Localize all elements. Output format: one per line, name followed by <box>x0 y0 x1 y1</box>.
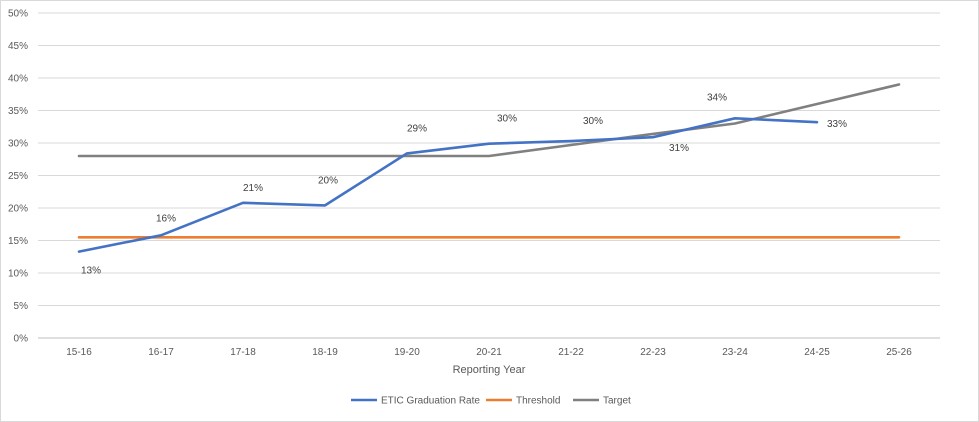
series-lines <box>77 83 901 253</box>
y-axis-ticks: 0% 5% 10% 15% 20% 25% 30% 35% 40% 45% 50% <box>8 9 28 345</box>
data-labels: 13% 16% 21% 20% 29% 30% 30% 31% 34% 33% <box>81 92 847 276</box>
legend-entry: ETIC Graduation Rate <box>351 396 480 407</box>
data-label: 13% <box>81 266 101 277</box>
y-tick-label: 50% <box>8 9 28 20</box>
y-tick-label: 40% <box>8 74 28 85</box>
gridlines <box>38 12 940 339</box>
legend-label: Target <box>603 396 631 407</box>
data-label: 34% <box>707 92 727 103</box>
data-label: 30% <box>583 116 603 127</box>
legend-entry: Threshold <box>486 396 560 407</box>
data-label: 20% <box>318 175 338 186</box>
x-axis-title: Reporting Year <box>453 364 526 376</box>
x-tick-label: 21-22 <box>558 347 584 358</box>
data-label: 21% <box>243 183 263 194</box>
x-tick-label: 22-23 <box>640 347 666 358</box>
legend: ETIC Graduation Rate Threshold Target <box>351 396 631 407</box>
data-label: 29% <box>407 123 427 134</box>
x-tick-label: 19-20 <box>394 347 420 358</box>
series-line <box>77 83 901 158</box>
x-tick-label: 16-17 <box>148 347 174 358</box>
y-tick-label: 45% <box>8 41 28 52</box>
x-tick-label: 15-16 <box>66 347 92 358</box>
y-tick-label: 0% <box>14 334 29 345</box>
x-tick-label: 23-24 <box>722 347 748 358</box>
data-label: 31% <box>669 143 689 154</box>
x-axis-ticks: 15-16 16-17 17-18 18-19 19-20 20-21 21-22 22-23… <box>66 347 912 358</box>
x-tick-label: 24-25 <box>804 347 830 358</box>
legend-label: ETIC Graduation Rate <box>381 396 480 407</box>
legend-label: Threshold <box>516 396 560 407</box>
data-label: 30% <box>497 114 517 125</box>
y-tick-label: 30% <box>8 139 28 150</box>
y-tick-label: 10% <box>8 269 28 280</box>
y-tick-label: 20% <box>8 204 28 215</box>
x-tick-label: 18-19 <box>312 347 338 358</box>
y-tick-label: 35% <box>8 106 28 117</box>
x-tick-label: 20-21 <box>476 347 502 358</box>
x-tick-label: 25-26 <box>886 347 912 358</box>
y-tick-label: 15% <box>8 236 28 247</box>
series-line <box>77 117 819 253</box>
y-tick-label: 25% <box>8 171 28 182</box>
data-label: 33% <box>827 119 847 130</box>
data-label: 16% <box>156 213 176 224</box>
y-tick-label: 5% <box>14 301 29 312</box>
legend-entry: Target <box>573 396 631 407</box>
x-tick-label: 17-18 <box>230 347 256 358</box>
